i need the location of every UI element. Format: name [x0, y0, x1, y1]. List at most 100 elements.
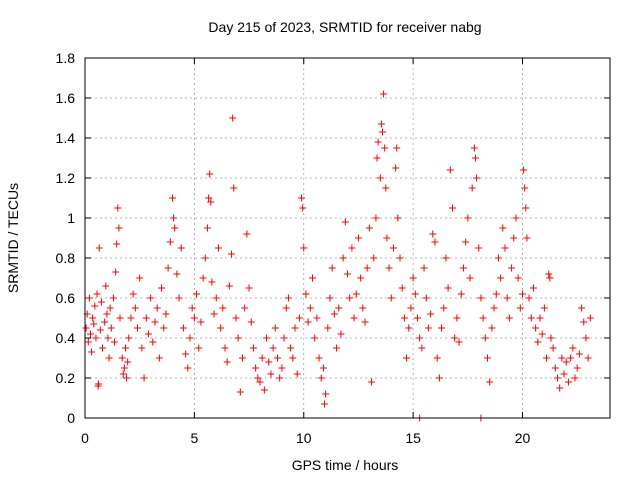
data-point [564, 378, 572, 386]
data-point [328, 264, 336, 272]
data-point [173, 270, 181, 278]
data-point [169, 194, 176, 202]
data-point [481, 334, 489, 342]
data-point [477, 294, 485, 302]
data-point [333, 344, 341, 352]
data-point [313, 314, 321, 322]
data-point [247, 318, 255, 326]
data-point [304, 318, 312, 326]
data-point [82, 324, 90, 332]
data-point [223, 358, 231, 366]
data-point [91, 302, 99, 310]
data-point [300, 244, 308, 252]
data-point [112, 268, 120, 276]
data-point [549, 344, 557, 352]
y-tick-label: 0 [67, 410, 75, 426]
data-point [538, 330, 546, 338]
data-point [586, 314, 594, 322]
data-point [160, 324, 168, 332]
data-point [175, 294, 183, 302]
data-point [206, 170, 214, 178]
data-point [134, 324, 141, 332]
data-point [414, 314, 421, 322]
x-tick-label: 0 [81, 430, 89, 446]
data-point [510, 234, 518, 242]
data-point [138, 344, 146, 352]
data-point [394, 214, 402, 222]
data-point [387, 294, 395, 302]
data-point [208, 278, 216, 286]
data-point [243, 230, 251, 238]
data-point [409, 274, 417, 282]
data-point [357, 274, 365, 282]
data-point [484, 354, 491, 362]
data-point [193, 290, 201, 298]
data-point [230, 184, 238, 192]
data-point [370, 254, 378, 262]
data-point [118, 354, 126, 362]
data-point [350, 314, 358, 322]
data-point [455, 338, 463, 346]
data-point [389, 244, 397, 252]
data-point [127, 314, 135, 322]
data-point [525, 294, 533, 302]
data-point [501, 244, 509, 252]
data-point [523, 234, 531, 242]
y-tick-label: 1 [67, 210, 75, 226]
data-point [381, 144, 389, 152]
data-point [190, 314, 198, 322]
data-point [197, 318, 205, 326]
data-point [217, 324, 225, 332]
data-point [263, 334, 271, 342]
data-point [121, 344, 129, 352]
y-tick-label: 1.4 [56, 130, 76, 146]
data-point [529, 284, 537, 292]
data-point [435, 374, 443, 382]
data-point [291, 324, 299, 332]
data-point [241, 304, 249, 312]
data-point [144, 330, 152, 338]
data-point [418, 344, 426, 352]
data-point [392, 164, 400, 172]
data-point [451, 334, 459, 342]
data-point [403, 354, 411, 362]
y-tick-label: 1.6 [56, 90, 76, 106]
data-point [311, 334, 319, 342]
data-point [124, 358, 132, 366]
data-point [479, 314, 487, 322]
data-point [93, 290, 101, 298]
data-point [164, 264, 172, 272]
data-point [424, 324, 432, 332]
data-point [260, 386, 268, 394]
data-point [162, 310, 170, 318]
data-point [575, 350, 583, 358]
data-point [582, 334, 590, 342]
data-point [289, 354, 297, 362]
data-point [527, 314, 535, 322]
data-point [89, 314, 97, 322]
data-point [396, 254, 404, 262]
data-point [184, 364, 192, 372]
data-point [534, 338, 542, 346]
data-point [101, 318, 109, 326]
data-point [123, 374, 131, 382]
data-point [271, 324, 279, 332]
data-point [361, 318, 369, 326]
data-point [269, 344, 277, 352]
data-point [411, 290, 419, 298]
data-point [348, 244, 356, 252]
data-point [573, 364, 581, 372]
data-point [204, 224, 211, 232]
data-point [543, 354, 551, 362]
chart-title: Day 215 of 2023, SRMTID for receiver nab… [208, 19, 481, 35]
data-point [475, 244, 483, 252]
data-point [508, 264, 516, 272]
data-point [95, 244, 103, 252]
data-point [379, 128, 386, 136]
data-point [344, 270, 351, 278]
data-point [562, 358, 570, 366]
data-point [153, 304, 161, 312]
data-point [319, 364, 327, 372]
x-axis-label: GPS time / hours [292, 457, 399, 473]
data-point [516, 304, 524, 312]
